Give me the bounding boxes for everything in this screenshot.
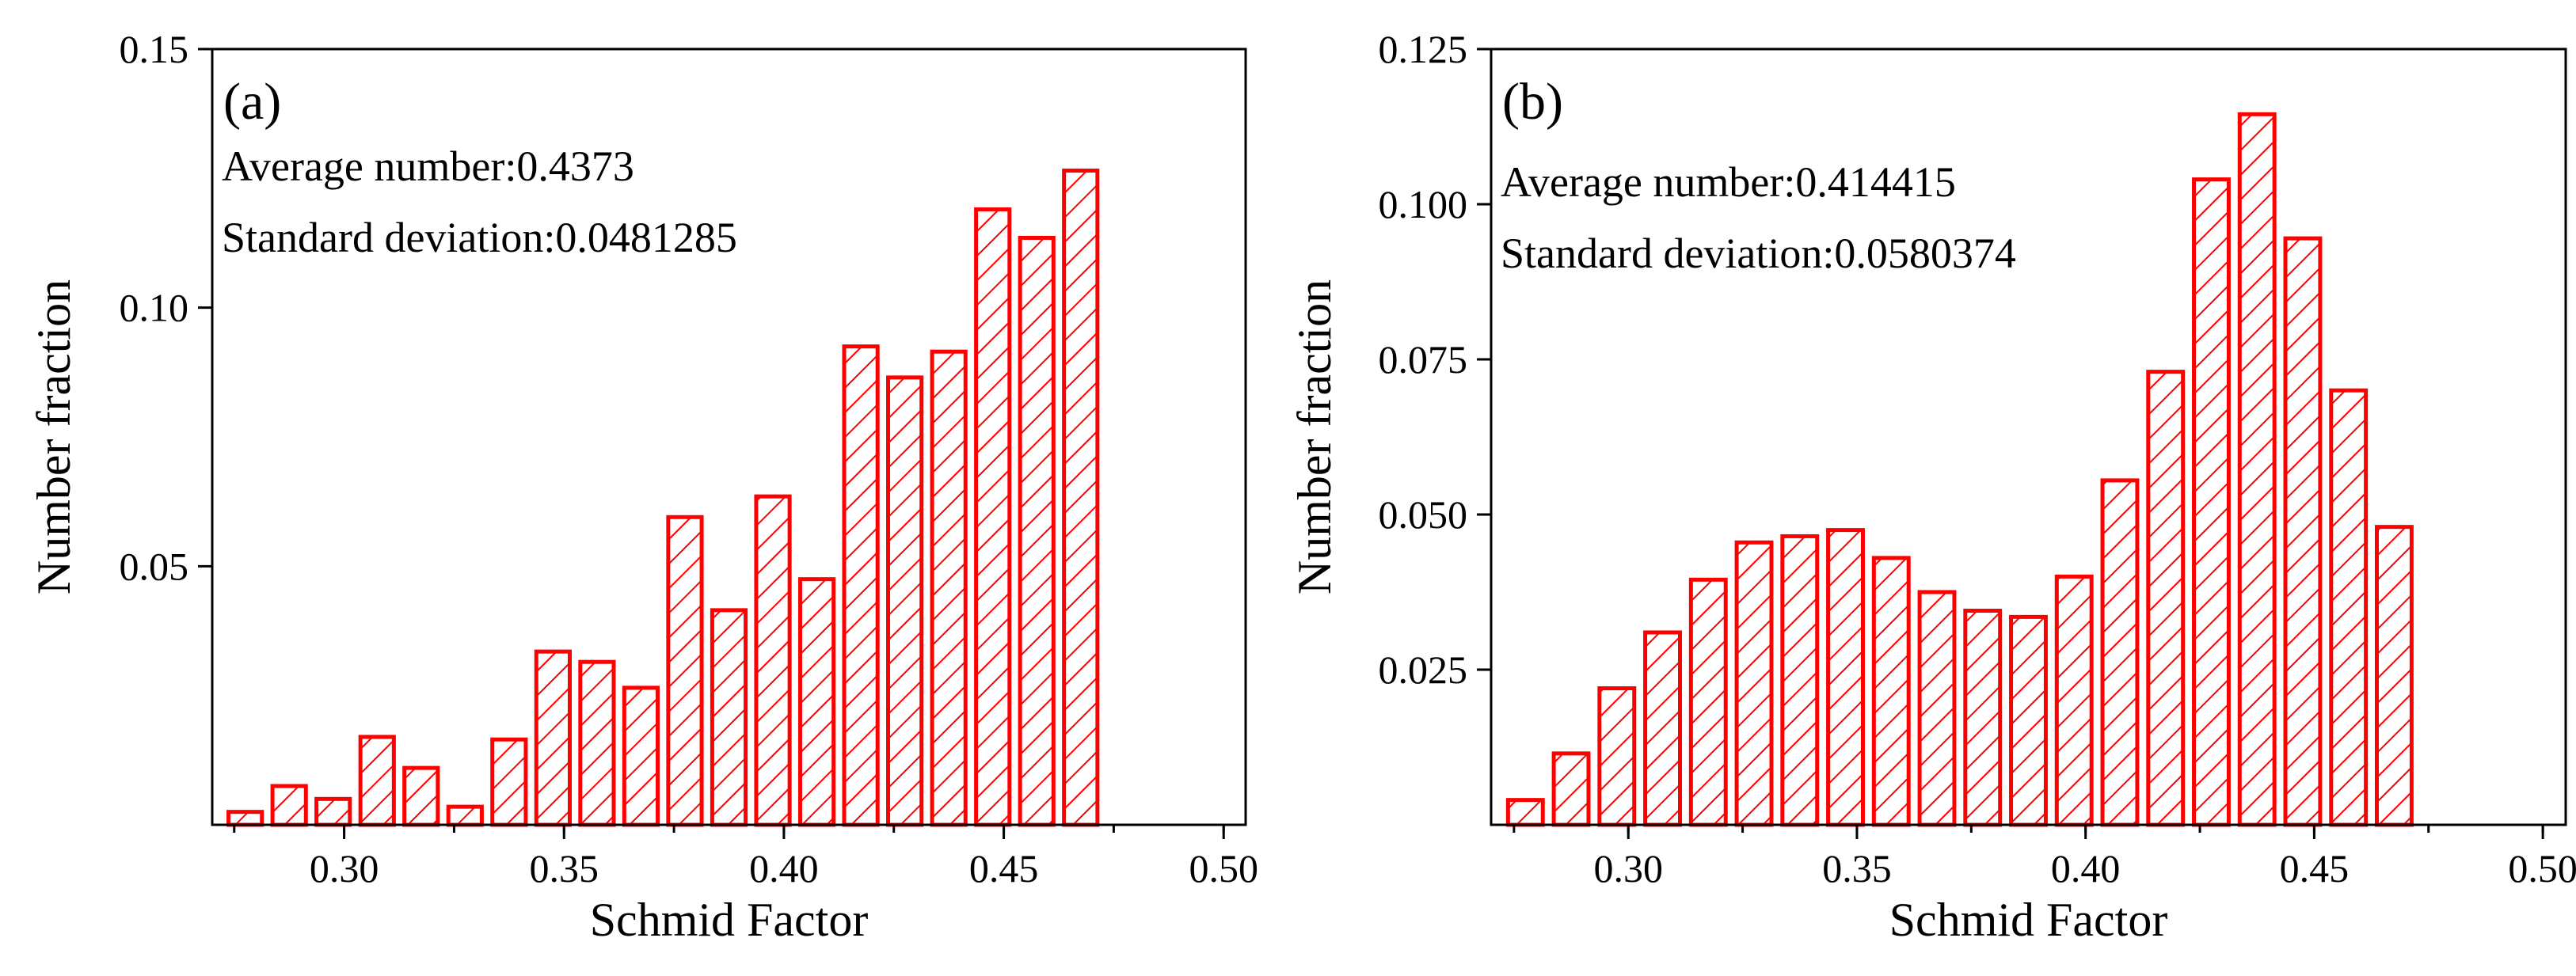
bar-a-1 [270,784,308,827]
bar-a-16 [930,349,968,827]
bar-a-13 [797,577,836,827]
bar-a-6 [490,737,528,827]
bar-b-2 [1597,686,1637,827]
annotation-std: Standard deviation:0.0481285 [222,214,737,261]
bar-a-18 [1018,235,1056,827]
x-tick-label: 0.50 [1189,846,1258,891]
chart-panel-b: 0.30 0.35 0.40 0.45 0.50 0.025 0.050 0.075 0.100… [1288,27,2576,946]
y-axis-label: Number fraction [28,279,80,594]
bar-a-14 [842,344,880,827]
bar-a-5 [446,804,484,827]
y-axis-label: Number fraction [1288,279,1341,594]
bar-b-6 [1780,534,1820,827]
bar-a-10 [666,515,704,827]
bar-b-14 [2146,370,2186,827]
annotation-average: Average number:0.4373 [222,142,634,190]
bar-b-1 [1551,751,1591,827]
y-tick-label: 0.15 [120,27,189,71]
plot-frame [1490,47,2567,826]
annotation-average: Average number:0.414415 [1501,158,1956,206]
bar-a-17 [974,207,1012,827]
bar-a-15 [886,375,924,827]
annotation-std: Standard deviation:0.0580374 [1501,230,2016,277]
bar-b-11 [2009,614,2048,827]
x-tick-label: 0.40 [2051,846,2121,891]
bar-b-12 [2054,574,2094,827]
x-tick-label: 0.30 [310,846,379,891]
bar-b-7 [1826,528,1865,827]
x-tick-label: 0.35 [1822,846,1892,891]
y-tick-label: 0.025 [1379,648,1468,692]
bar-a-2 [314,796,352,827]
panel-label: (b) [1502,73,1563,131]
bar-a-11 [710,608,748,827]
bar-b-19 [2375,525,2414,827]
bar-a-9 [622,685,660,827]
bar-a-0 [226,810,264,827]
x-axis-label: Schmid Factor [1889,894,2168,946]
bar-b-8 [1871,556,1911,827]
y-tick-label: 0.100 [1379,182,1468,226]
y-tick-label: 0.125 [1379,27,1468,71]
bar-b-4 [1688,577,1728,827]
y-tick-label: 0.05 [120,544,189,588]
bar-a-4 [402,765,440,827]
panel-label: (a) [223,73,281,131]
bar-b-5 [1734,540,1774,827]
bar-a-19 [1062,169,1100,827]
y-tick-label: 0.075 [1379,337,1468,382]
x-tick-label: 0.40 [749,846,819,891]
x-tick-label: 0.50 [2508,846,2576,891]
x-axis-label: Schmid Factor [590,894,869,946]
bar-b-9 [1917,590,1957,827]
bar-a-8 [578,659,616,827]
bar-a-12 [754,494,792,827]
bar-b-10 [1963,609,2003,827]
y-tick-label: 0.10 [120,286,189,330]
bar-b-17 [2283,236,2323,827]
bar-b-0 [1505,798,1545,827]
x-tick-label: 0.35 [530,846,599,891]
x-tick-label: 0.45 [969,846,1039,891]
bar-b-15 [2192,177,2231,827]
bar-b-18 [2329,388,2369,827]
plot-frame [211,47,1247,826]
x-tick-label: 0.30 [1593,846,1663,891]
bar-b-3 [1643,630,1682,827]
bar-a-3 [358,735,396,827]
bar-a-7 [534,649,572,827]
y-tick-label: 0.050 [1379,492,1468,537]
x-tick-label: 0.45 [2280,846,2350,891]
bar-b-13 [2100,478,2140,827]
bar-b-16 [2237,112,2277,827]
chart-panel-a: 0.30 0.35 0.40 0.45 0.50 0.05 0.10 0.15 Schmid F… [28,27,1258,946]
